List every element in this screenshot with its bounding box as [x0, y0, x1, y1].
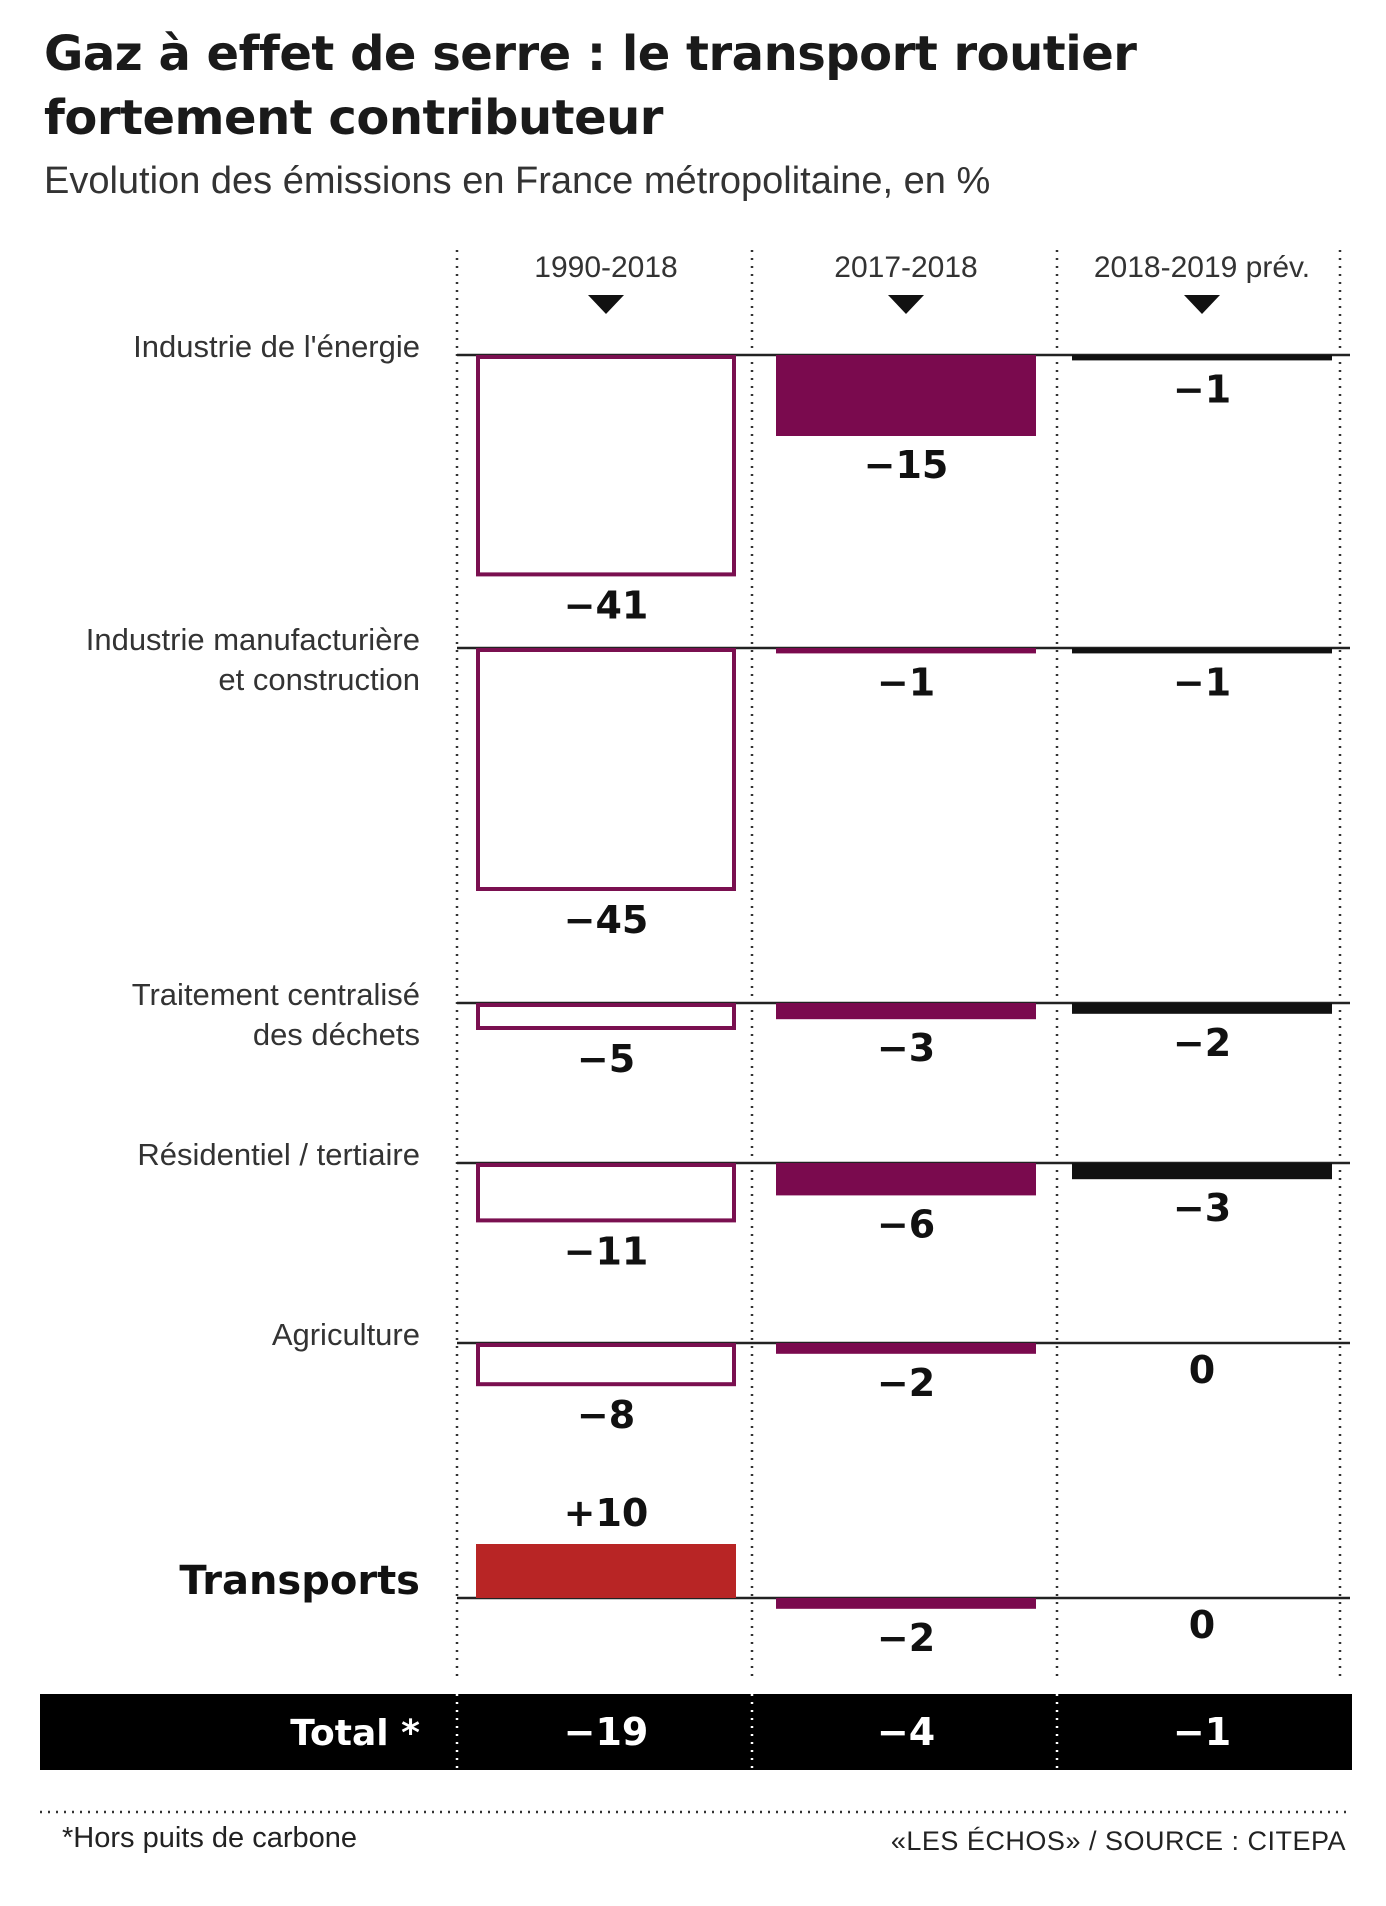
- value-label-2-2: −2: [1173, 1021, 1231, 1065]
- bar-1-0: [776, 355, 1036, 436]
- value-label-2-4: 0: [1189, 1348, 1215, 1392]
- column-header-2: 2018-2019 prév.: [1094, 251, 1310, 284]
- value-label-2-1: −1: [1173, 660, 1231, 704]
- value-label-2-0: −1: [1173, 367, 1231, 411]
- footnote: *Hors puits de carbone: [62, 1822, 357, 1854]
- total-bar: [40, 1694, 1352, 1770]
- bar-2-3: [1072, 1163, 1332, 1180]
- bar-1-5: [776, 1598, 1036, 1609]
- bar-0-0: [476, 355, 736, 577]
- value-label-2-3: −3: [1173, 1186, 1231, 1230]
- total-value-2: −1: [1173, 1710, 1231, 1754]
- bar-2-1: [1072, 648, 1332, 654]
- value-label-2-5: 0: [1189, 1603, 1215, 1647]
- bar-1-4: [776, 1343, 1036, 1354]
- value-label-1-4: −2: [877, 1361, 935, 1405]
- value-label-0-2: −5: [577, 1037, 635, 1081]
- value-label-1-1: −1: [877, 660, 935, 704]
- value-label-0-5: +10: [564, 1491, 649, 1535]
- total-value-1: −4: [877, 1710, 935, 1754]
- column-arrow-icon-2: [1184, 295, 1220, 314]
- value-label-0-0: −41: [564, 583, 649, 627]
- bar-0-5: [476, 1544, 736, 1598]
- column-arrow-icon-0: [588, 295, 624, 314]
- bar-0-4: [476, 1343, 736, 1387]
- category-label-1-0: Industrie manufacturière: [86, 622, 420, 657]
- category-label-4-0: Agriculture: [272, 1317, 420, 1352]
- bar-1-3: [776, 1163, 1036, 1196]
- column-header-0: 1990-2018: [534, 251, 677, 284]
- column-header-1: 2017-2018: [834, 251, 977, 284]
- value-label-0-1: −45: [564, 898, 649, 942]
- category-label-3-0: Résidentiel / tertiaire: [137, 1137, 420, 1172]
- column-arrow-icon-1: [888, 295, 924, 314]
- bar-1-2: [776, 1003, 1036, 1020]
- source-credit: «LES ÉCHOS» / SOURCE : CITEPA: [890, 1826, 1346, 1856]
- category-label-5-0: Transports: [179, 1558, 420, 1604]
- value-label-1-5: −2: [877, 1616, 935, 1660]
- total-label: Total *: [290, 1713, 420, 1754]
- value-label-1-2: −3: [877, 1026, 935, 1070]
- value-label-0-3: −11: [564, 1229, 649, 1273]
- category-label-1-1: et construction: [218, 662, 420, 697]
- category-label-2-1: des déchets: [253, 1017, 420, 1052]
- value-label-0-4: −8: [577, 1393, 635, 1437]
- category-label-0-0: Industrie de l'énergie: [133, 329, 420, 364]
- bar-2-0: [1072, 355, 1332, 361]
- chart-subtitle: Evolution des émissions en France métrop…: [44, 160, 991, 202]
- value-label-1-0: −15: [864, 443, 949, 487]
- category-label-2-0: Traitement centralisé: [132, 977, 420, 1012]
- chart-title: Gaz à effet de serre : le transport rout…: [44, 26, 1137, 146]
- bar-1-1: [776, 648, 1036, 654]
- bar-2-2: [1072, 1003, 1332, 1014]
- total-value-0: −19: [564, 1710, 649, 1754]
- bar-0-1: [476, 648, 736, 891]
- bar-0-2: [476, 1003, 736, 1030]
- bar-0-3: [476, 1163, 736, 1223]
- value-label-1-3: −6: [877, 1202, 935, 1246]
